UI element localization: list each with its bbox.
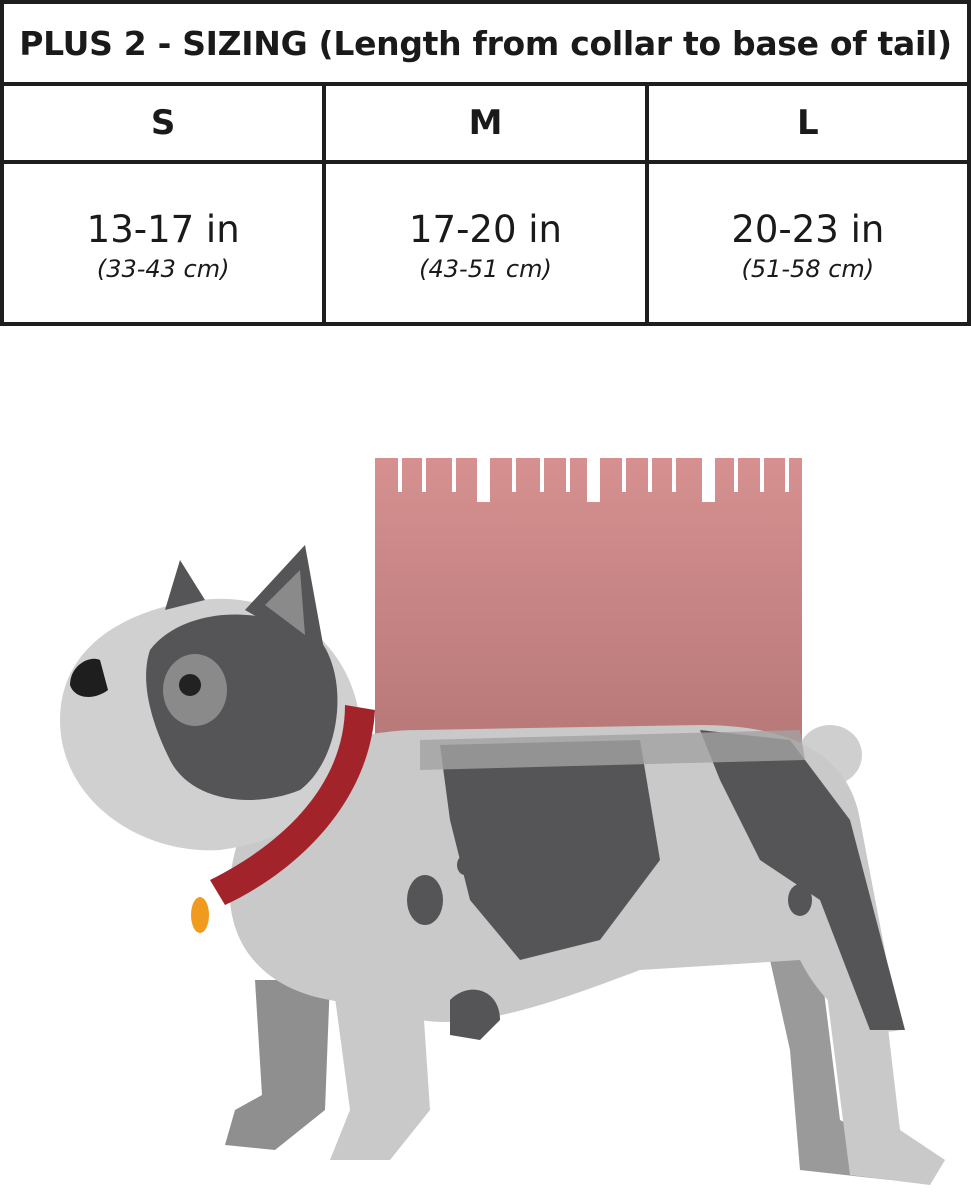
size-label-s: S xyxy=(4,86,327,160)
size-label-l: L xyxy=(796,103,819,143)
sizing-table: PLUS 2 - SIZING (Length from collar to b… xyxy=(0,0,971,326)
ruler-tick xyxy=(398,458,402,492)
ruler-tick xyxy=(422,458,426,492)
dog-illustration xyxy=(60,545,945,1185)
length-cm: (33-43 cm) xyxy=(96,254,230,283)
ruler-tick xyxy=(734,458,738,492)
ruler-tick xyxy=(512,458,516,492)
size-value-s: 13-17 in (33-43 cm) xyxy=(4,164,327,326)
size-value-m: 17-20 in (43-51 cm) xyxy=(326,164,649,326)
length-inches: 13-17 in xyxy=(86,207,240,251)
ruler-major-tick xyxy=(587,458,600,502)
length-cm: (43-51 cm) xyxy=(419,254,552,283)
length-cm: (51-58 cm) xyxy=(741,254,875,283)
size-values-row: 13-17 in (33-43 cm) 17-20 in (43-51 cm) … xyxy=(4,164,967,326)
ruler-tick xyxy=(672,458,676,492)
size-header-row: S M L xyxy=(4,86,967,164)
ruler-tick xyxy=(540,458,544,492)
ruler-tick xyxy=(648,458,652,492)
ruler-tick xyxy=(566,458,570,492)
ruler-major-tick xyxy=(702,458,715,502)
ruler-tick xyxy=(785,458,789,492)
ruler-tick xyxy=(622,458,626,492)
size-value-l: 20-23 in (51-58 cm) xyxy=(649,164,967,326)
table-title: PLUS 2 - SIZING (Length from collar to b… xyxy=(4,4,967,86)
ruler-tick xyxy=(452,458,456,492)
ruler-tick xyxy=(760,458,764,492)
dog-with-ruler-icon xyxy=(60,458,945,1185)
ruler-major-tick xyxy=(477,458,490,502)
size-label-m: M xyxy=(326,86,649,160)
length-inches: 20-23 in xyxy=(731,207,885,251)
ruler-icon xyxy=(375,458,802,748)
length-inches: 17-20 in xyxy=(408,207,562,251)
